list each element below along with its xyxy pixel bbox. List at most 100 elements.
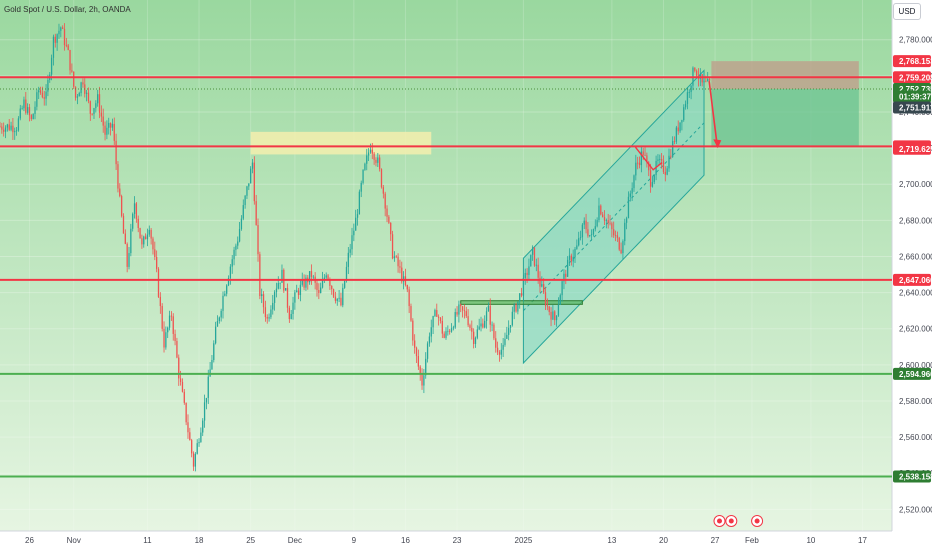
candle-body [425,358,427,376]
candle-body [26,107,29,113]
candle-body [690,85,692,93]
candle-body [708,78,711,81]
candle-body [139,228,141,239]
candle-body [484,320,486,328]
candle-body [257,225,259,255]
candle-body [513,304,515,312]
candle-body [34,106,36,114]
y-tick-label: 2,520.000 [899,505,932,514]
candle-body [590,234,593,236]
candle-body [585,220,587,230]
candle-body [226,285,228,294]
candle-body [631,188,633,194]
candle-body [581,224,584,238]
candle-body [684,103,687,108]
candle-body [554,311,556,321]
candle-body [423,375,425,386]
candle-body [660,158,663,161]
candle-body [382,187,384,194]
candle-body [613,229,615,236]
drawings [634,81,722,171]
candle-body [421,373,423,386]
candle-body [176,340,178,358]
candle-body [133,203,136,214]
support-price-tag-bg [893,367,931,380]
candle-body [240,218,243,229]
pullback-wedge-drawing [634,146,663,171]
candle-body [154,249,156,257]
candle-body [200,432,202,443]
candle-body [633,175,635,189]
price-tag-bg [893,90,931,103]
candle-body [568,255,571,260]
candle-body [126,243,128,267]
candle-body [467,316,469,326]
candle-body [67,45,69,51]
candle-body [618,237,620,250]
candle-body [229,266,232,279]
candle-body [565,273,567,277]
candle-body [364,163,366,170]
candle-body [480,323,482,327]
candle-body [469,325,471,328]
candle-body [43,97,45,99]
candle-body [71,70,73,72]
y-tick-label: 2,680.000 [899,216,932,225]
ascending-channel [522,69,705,365]
candle-body [397,256,399,267]
candle-body [297,290,300,296]
stop-loss-zone [711,61,859,89]
event-icons [713,515,764,527]
supply-zone [250,131,432,155]
candle-body [572,256,574,262]
candle-body [546,305,549,307]
candle-body [347,252,349,267]
candle-body [508,327,510,335]
candle-body [437,316,440,318]
candle-body [555,315,558,321]
candle-body [288,307,290,320]
y-tick-label: 2,600.000 [899,361,932,370]
x-tick-label: 13 [607,536,616,545]
candle-body [605,220,607,221]
candle-body [97,94,99,104]
symbol-title: Gold Spot / U.S. Dollar, 2h, OANDA [4,5,131,14]
candle-body [688,92,690,93]
x-tick-label: Nov [67,536,81,545]
candle-body [386,208,388,217]
candle-body [537,264,539,278]
candle-body [417,356,420,367]
x-tick-label: Dec [288,536,302,545]
candle-body [351,235,353,250]
candle-body [165,332,167,348]
currency-unit-button[interactable]: USD [893,3,921,20]
horizontal-levels [0,76,892,478]
price-tag-bg [893,101,931,114]
candle-body [36,92,38,107]
candle-body [450,328,453,332]
projection-arrow-head [713,139,722,149]
x-tick-label: 26 [25,536,34,545]
candle-body [393,256,396,259]
candle-body [526,272,528,275]
candle-body [203,402,206,421]
resistance-price-tag: 2,759.208 [899,73,932,82]
support-price-tag: 2,538.158 [899,473,932,482]
time-axis-panel [0,531,892,550]
candle-body [668,155,670,169]
candle-body [380,169,383,188]
x-tick-label: 23 [453,536,462,545]
candle-body [156,256,158,269]
candle-body [543,284,545,293]
candle-body [119,188,121,197]
candle-body [539,277,541,287]
candle-body [93,108,95,115]
candle-body [651,181,654,187]
candle-body [611,223,613,230]
candle-body [657,159,659,161]
candle-body [594,226,596,230]
candle-body [108,122,110,128]
candle-body [113,123,115,141]
candle-body [98,94,101,113]
